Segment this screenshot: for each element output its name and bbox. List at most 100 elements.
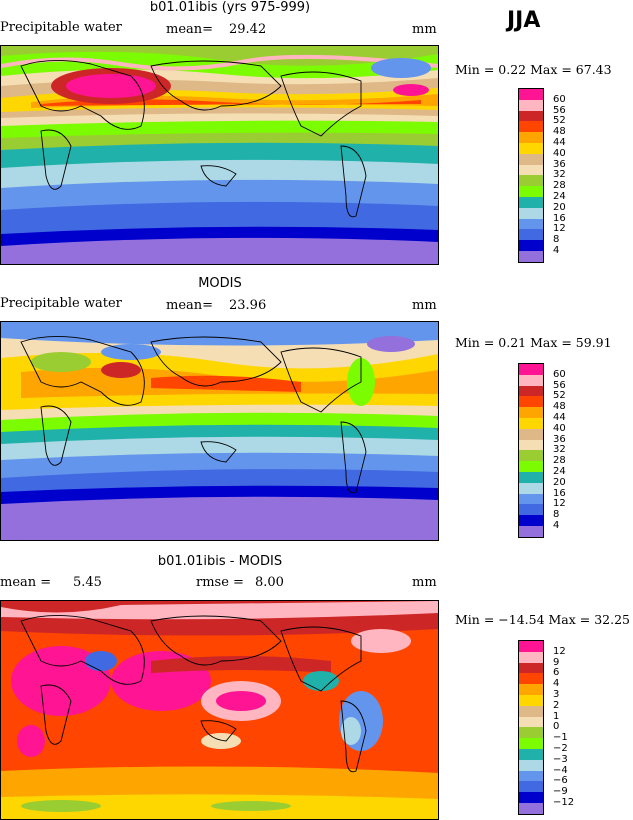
colorbar-tick-label: −4 [553,764,568,776]
colorbar-swatch [519,250,543,262]
colorbar-tick-label: 12 [553,645,566,657]
colorbar-swatch [519,110,543,122]
colorbar-tick-label: −9 [553,786,568,798]
colorbar-swatch [519,374,543,386]
colorbar-swatch [519,121,543,133]
colorbar-swatch [519,417,543,429]
colorbar-swatch [519,471,543,483]
colorbar-swatch [519,396,543,408]
panel3-title: b01.01ibis - MODIS [157,554,283,569]
colorbar-swatch [519,218,543,230]
panel1-map-svg [1,46,438,264]
colorbar-swatch [519,142,543,154]
colorbar-tick-label: 48 [553,401,566,413]
panel1-colorbar [518,88,544,263]
colorbar-tick-label: 32 [553,444,566,456]
colorbar-swatch [519,153,543,165]
colorbar-tick-label: 24 [553,191,566,202]
colorbar-tick-label: 16 [553,212,566,224]
colorbar-swatch [519,229,543,241]
colorbar-swatch [519,716,543,728]
colorbar-swatch [519,738,543,749]
colorbar-swatch [519,482,543,494]
colorbar-swatch [519,802,543,814]
colorbar-swatch [519,515,543,526]
panel3-rmse-value: 8.00 [255,575,284,590]
colorbar-tick-label: 44 [553,412,566,423]
colorbar-swatch [519,186,543,197]
colorbar-swatch [519,748,543,760]
panel1-mean-value: 29.42 [229,22,267,37]
colorbar-swatch [519,207,543,219]
colorbar-tick-label: 0 [553,721,560,733]
panel1-minmax: Min = 0.22 Max = 67.43 [455,62,612,77]
colorbar-tick-label: 20 [553,476,566,488]
colorbar-tick-label: 4 [553,245,560,256]
colorbar-swatch [519,89,543,100]
colorbar-tick-label: 44 [553,137,566,148]
colorbar-swatch [519,428,543,440]
colorbar-swatch [519,240,543,251]
colorbar-swatch [519,450,543,462]
colorbar-swatch [519,175,543,187]
panel2-mean-value: 23.96 [229,298,267,313]
colorbar-tick-label: 28 [553,455,566,467]
colorbar-tick-label: −2 [553,743,568,754]
colorbar-swatch [519,770,543,782]
panel3-rmse-label: rmse = [196,575,244,590]
colorbar-tick-label: 60 [553,368,566,380]
colorbar-swatch [519,727,543,739]
panel1-title: b01.01ibis (yrs 975-999) [149,0,311,15]
colorbar-swatch [519,662,543,674]
colorbar-tick-label: 40 [553,147,566,159]
panel3-colorbar [518,640,544,815]
colorbar-swatch [519,525,543,537]
colorbar-tick-label: −3 [553,753,568,765]
panel2-minmax: Min = 0.21 Max = 59.91 [455,335,612,350]
colorbar-tick-label: 52 [553,390,566,402]
colorbar-swatch [519,684,543,695]
panel1-map [0,45,439,265]
panel3-map-svg [1,601,438,819]
panel2-map-svg [1,322,438,540]
colorbar-tick-label: 52 [553,115,566,127]
colorbar-swatch [519,504,543,516]
panel3-mean-value: 5.45 [73,575,102,590]
panel2-mean-label: mean= [166,298,214,313]
colorbar-swatch [519,694,543,706]
colorbar-tick-label: 24 [553,466,566,477]
panel2-units: mm [412,298,437,313]
colorbar-swatch [519,641,543,652]
panel2-field-label: Precipitable water [0,296,122,311]
colorbar-tick-label: 8 [553,509,560,521]
colorbar-swatch [519,493,543,505]
colorbar-swatch [519,164,543,176]
panel1-field-label: Precipitable water [0,20,122,35]
colorbar-tick-label: 48 [553,126,566,138]
colorbar-swatch [519,781,543,793]
colorbar-tick-label: 32 [553,169,566,181]
colorbar-tick-label: −12 [553,797,575,808]
panel2-colorbar [518,363,544,538]
colorbar-tick-label: 36 [553,158,566,170]
colorbar-tick-label: 28 [553,180,566,192]
panel3-map [0,600,439,820]
colorbar-tick-label: 4 [553,678,560,690]
colorbar-swatch [519,439,543,451]
panel2-title: MODIS [198,276,242,291]
colorbar-tick-label: −1 [553,732,568,744]
colorbar-tick-label: 2 [553,699,560,711]
colorbar-tick-label: 36 [553,433,566,445]
colorbar-tick-label: 60 [553,93,566,105]
colorbar-tick-label: 1 [553,710,560,722]
colorbar-swatch [519,792,543,803]
colorbar-tick-label: −6 [553,775,568,787]
colorbar-swatch [519,461,543,472]
colorbar-tick-label: 3 [553,689,560,700]
colorbar-tick-label: 8 [553,234,560,246]
colorbar-tick-label: 40 [553,422,566,434]
season-label: JJA [507,8,541,33]
colorbar-tick-label: 4 [553,520,560,531]
colorbar-tick-label: 56 [553,379,566,391]
colorbar-tick-label: 12 [553,498,566,510]
